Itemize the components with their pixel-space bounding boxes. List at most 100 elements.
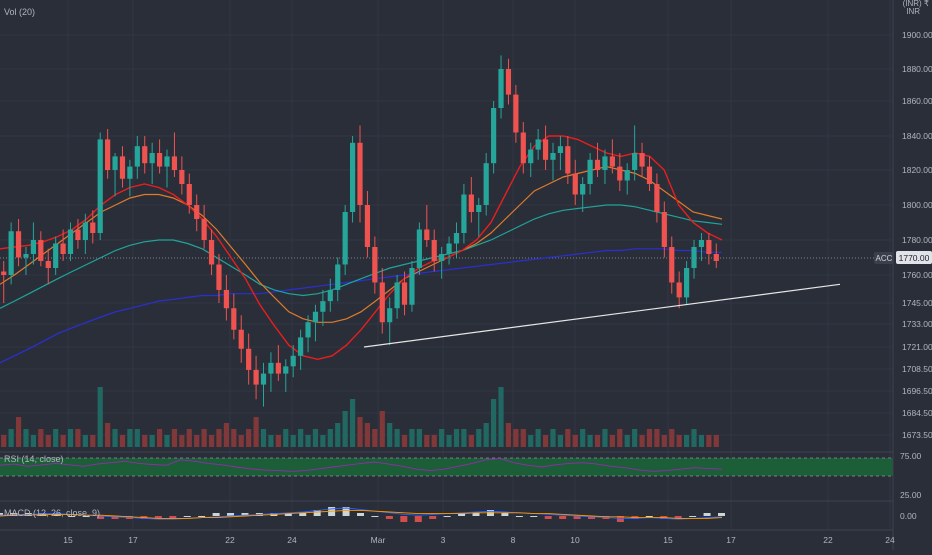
volume-bar bbox=[349, 399, 356, 447]
candle-body bbox=[327, 289, 333, 302]
time-tick-label: 22 bbox=[225, 535, 235, 545]
time-axis[interactable]: 15 17 22 24 Mar 3 8 10 15 17 22 24 bbox=[63, 535, 895, 545]
time-tick-label: 24 bbox=[885, 535, 895, 545]
candle-body bbox=[520, 132, 526, 164]
volume-bar bbox=[275, 435, 281, 447]
volume-bar bbox=[327, 429, 333, 447]
candle-body bbox=[491, 108, 497, 164]
rsi-label[interactable]: RSI (14, close) bbox=[4, 454, 64, 464]
volume-bar bbox=[342, 411, 348, 447]
candle-body bbox=[379, 282, 385, 323]
price-tick-label: 1708.50 bbox=[902, 364, 932, 374]
macd-hist-bar bbox=[68, 516, 76, 517]
candle-body bbox=[23, 254, 29, 258]
candle-body bbox=[372, 247, 378, 283]
volume-bar bbox=[609, 435, 615, 447]
volume-bar bbox=[491, 399, 497, 447]
candle-body bbox=[134, 146, 140, 167]
candle-body bbox=[364, 205, 371, 247]
volume-bar bbox=[201, 429, 207, 447]
time-tick-label: 10 bbox=[570, 535, 580, 545]
volume-bar bbox=[231, 429, 237, 447]
time-tick-label: 17 bbox=[128, 535, 138, 545]
macd-hist-bar bbox=[227, 513, 235, 516]
candle-body bbox=[201, 219, 207, 240]
sma-fast-line bbox=[0, 135, 723, 361]
time-tick-label: 15 bbox=[663, 535, 673, 545]
volume-bar bbox=[149, 435, 155, 447]
macd-histogram bbox=[0, 507, 725, 522]
volume-bar bbox=[290, 435, 296, 447]
candle-body bbox=[312, 311, 319, 323]
price-tick-label: 1900.00 bbox=[902, 30, 932, 40]
price-tick-label: 1800.00 bbox=[902, 200, 932, 210]
candle-body bbox=[349, 142, 356, 212]
volume-bar bbox=[542, 435, 549, 447]
macd-hist-bar bbox=[400, 516, 408, 522]
macd-hist-bar bbox=[472, 513, 480, 516]
candle-body bbox=[67, 229, 74, 254]
macd-hist-bar bbox=[718, 513, 725, 516]
candle-body bbox=[275, 362, 281, 374]
volume-bar bbox=[617, 429, 623, 447]
candle-body bbox=[639, 153, 645, 167]
candle-body bbox=[75, 229, 81, 240]
volume-bar bbox=[335, 423, 341, 447]
macd-label[interactable]: MACD (12, 26, close, 9) bbox=[4, 508, 100, 518]
candle-body bbox=[1, 271, 7, 275]
volume-bar bbox=[8, 429, 14, 447]
macd-hist-bar bbox=[154, 516, 162, 519]
candle-body bbox=[476, 205, 482, 212]
volume-label[interactable]: Vol (20) bbox=[4, 7, 35, 17]
time-tick-label: 3 bbox=[441, 535, 446, 545]
candle-body bbox=[602, 156, 608, 170]
volume-bar bbox=[30, 435, 36, 447]
volume-bar bbox=[646, 429, 653, 447]
candle-body bbox=[335, 264, 341, 290]
candle-body bbox=[401, 282, 408, 305]
volume-bar bbox=[186, 429, 192, 447]
volume-bar bbox=[550, 429, 556, 447]
macd-hist-bar bbox=[443, 516, 451, 517]
price-tick-label: 1880.00 bbox=[902, 64, 932, 74]
signal-line bbox=[0, 509, 723, 519]
price-axis[interactable]: 1900.00 1880.00 1860.00 1840.00 1820.00 1800.… bbox=[902, 30, 932, 440]
candle-body bbox=[105, 139, 111, 170]
macd-hist-bar bbox=[342, 507, 350, 516]
volume-bar bbox=[105, 423, 111, 447]
candle-body bbox=[45, 261, 51, 268]
price-tick-label: 1745.00 bbox=[902, 298, 932, 308]
symbol-tag: ACC bbox=[876, 254, 893, 263]
volume-bar bbox=[661, 435, 667, 447]
macd-hist-bar bbox=[530, 516, 538, 517]
candle-body bbox=[283, 366, 289, 374]
rsi-band bbox=[0, 458, 893, 476]
candle-body bbox=[60, 243, 66, 254]
volume-bar bbox=[594, 435, 601, 447]
volume-bar bbox=[706, 435, 712, 447]
macd-hist-bar bbox=[703, 513, 711, 516]
time-tick-label: 15 bbox=[63, 535, 73, 545]
candle-body bbox=[535, 139, 541, 150]
price-tick-label: 1721.00 bbox=[902, 342, 932, 352]
candle-body bbox=[357, 142, 363, 205]
volume-bar bbox=[498, 387, 504, 447]
volume-bar bbox=[476, 429, 482, 447]
candle-body bbox=[565, 146, 571, 174]
rsi-line bbox=[0, 457, 723, 472]
volume-bar bbox=[698, 435, 705, 447]
volume-bar bbox=[134, 429, 140, 447]
candle-body bbox=[238, 329, 244, 349]
macd-hist-bar bbox=[241, 513, 249, 516]
volume-bar bbox=[669, 429, 675, 447]
candle-body bbox=[8, 231, 14, 275]
candles[interactable] bbox=[1, 55, 719, 407]
volume-bar bbox=[639, 435, 645, 447]
candle-body bbox=[387, 308, 393, 323]
trendline[interactable] bbox=[363, 283, 841, 348]
candle-body bbox=[431, 240, 437, 261]
volume-bar bbox=[82, 435, 88, 447]
candle-body bbox=[156, 153, 163, 167]
